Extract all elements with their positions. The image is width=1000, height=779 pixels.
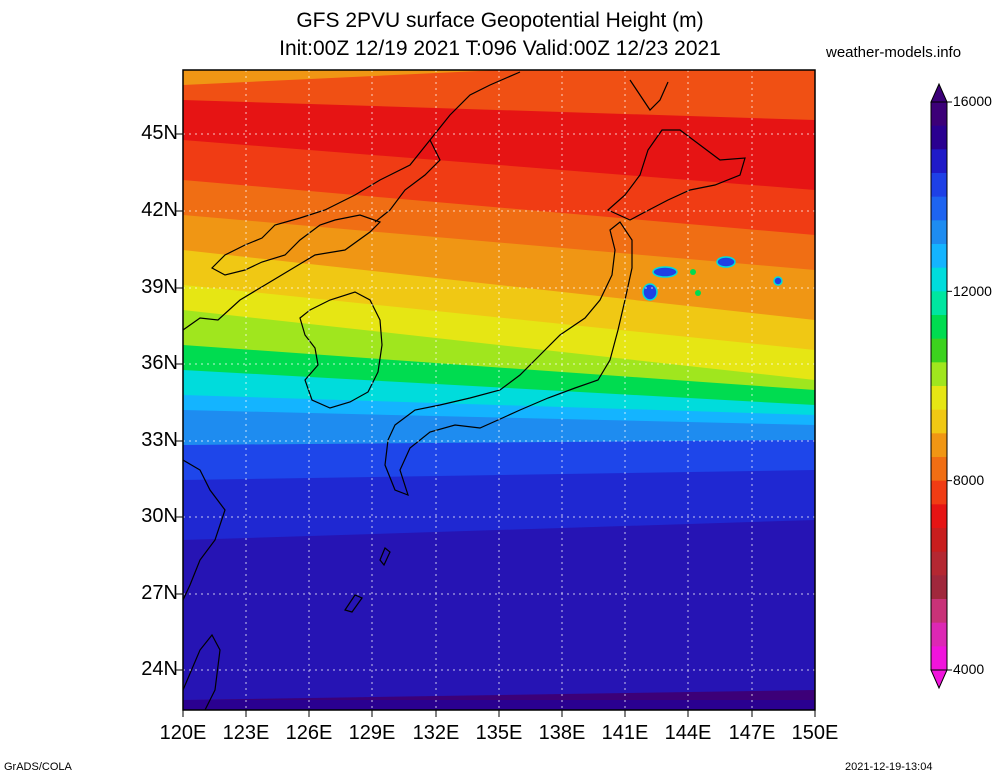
lon-label-144e: 144E [664, 722, 712, 744]
lat-label-27n: 27N [141, 582, 178, 604]
colorbar-max-arrow [930, 82, 948, 103]
lon-label-147e: 147E [728, 722, 776, 744]
colorbar-swatch [931, 528, 947, 553]
colorbar-swatch [931, 575, 947, 600]
lon-label-135e: 135E [475, 722, 523, 744]
colorbar-label-16000: 16000 [953, 93, 992, 109]
lat-label-30n: 30N [141, 505, 178, 527]
colorbar-swatch [931, 409, 947, 434]
lon-label-129e: 129E [348, 722, 396, 744]
colorbar-swatch [931, 504, 947, 529]
coastlines [183, 71, 746, 710]
footer-credit: GrADS/COLA [4, 761, 72, 773]
lon-label-132e: 132E [412, 722, 460, 744]
colorbar-swatch [931, 173, 947, 198]
colorbar-swatch [931, 622, 947, 647]
lon-label-126e: 126E [285, 722, 333, 744]
colorbar-swatch [931, 244, 947, 269]
lat-label-42n: 42N [141, 199, 178, 221]
map-grid [183, 70, 815, 710]
lat-label-39n: 39N [141, 276, 178, 298]
colorbar-frame [930, 101, 948, 671]
colorbar-swatch [931, 220, 947, 245]
colorbar-swatch [931, 480, 947, 505]
colorbar-swatch [931, 362, 947, 387]
lon-label-150e: 150E [791, 722, 839, 744]
colorbar-label-12000: 12000 [953, 283, 992, 299]
colorbar-swatch [931, 125, 947, 150]
colorbar [930, 82, 952, 690]
colorbar-swatch [931, 457, 947, 482]
footer-timestamp: 2021-12-19-13:04 [845, 761, 933, 773]
chart-title: GFS 2PVU surface Geopotential Height (m) [296, 9, 704, 32]
lat-label-45n: 45N [141, 122, 178, 144]
colorbar-swatch [931, 386, 947, 411]
colorbar-swatch [931, 551, 947, 576]
colorbar-label-4000: 4000 [953, 661, 985, 677]
lat-label-24n: 24N [141, 658, 178, 680]
colorbar-min-arrow [930, 669, 948, 690]
height-field [183, 70, 815, 710]
colorbar-swatch [931, 267, 947, 292]
colorbar-swatch [931, 315, 947, 340]
colorbar-swatch [931, 646, 947, 671]
site-credit: weather-models.info [826, 44, 962, 61]
colorbar-swatch [931, 149, 947, 174]
chart-subtitle: Init:00Z 12/19 2021 T:096 Valid:00Z 12/2… [279, 37, 721, 60]
colorbar-swatch [931, 196, 947, 221]
colorbar-swatch [931, 291, 947, 316]
isolated-cells [642, 256, 783, 301]
colorbar-swatch [931, 102, 947, 127]
colorbar-label-8000: 8000 [953, 472, 985, 488]
colorbar-swatch [931, 338, 947, 363]
lon-label-123e: 123E [222, 722, 270, 744]
colorbar-swatch [931, 599, 947, 624]
lat-label-33n: 33N [141, 429, 178, 451]
lat-label-36n: 36N [141, 352, 178, 374]
colorbar-swatch [931, 433, 947, 458]
lon-label-120e: 120E [159, 722, 207, 744]
lon-label-138e: 138E [538, 722, 586, 744]
lon-label-141e: 141E [601, 722, 649, 744]
axis-ticks [176, 133, 816, 717]
